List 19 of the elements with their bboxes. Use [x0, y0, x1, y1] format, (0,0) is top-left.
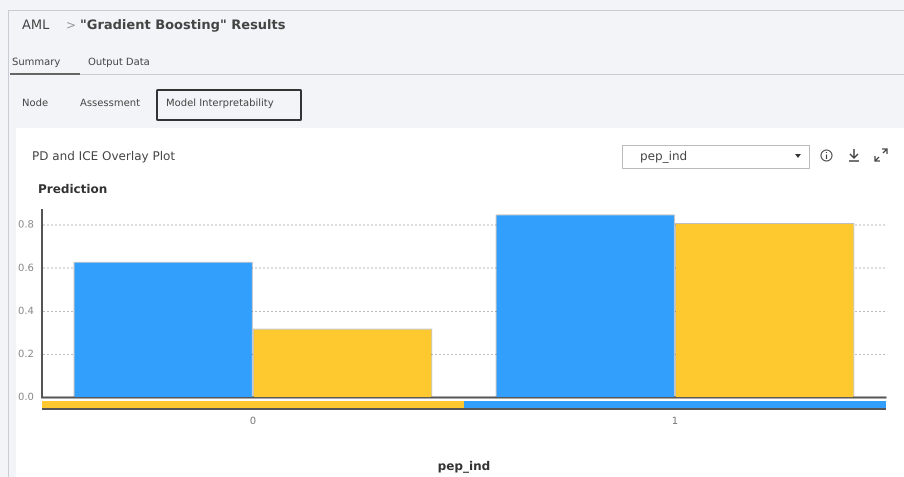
- text: Output Data: [88, 57, 150, 68]
- x-tick-label: 0: [250, 416, 256, 428]
- text: Assessment: [80, 98, 140, 109]
- text: Node: [22, 98, 48, 109]
- y-tick-label: 0.8: [18, 220, 34, 231]
- chart-title: PD and ICE Overlay Plot: [32, 149, 176, 163]
- text: Summary: [12, 57, 60, 68]
- text: >: [66, 18, 76, 32]
- y-tick-label: 0.6: [18, 262, 34, 274]
- y-tick-label: 0.4: [18, 306, 34, 317]
- y-axis-title: Prediction: [38, 182, 108, 196]
- y-tick-label: 0.0: [18, 392, 34, 404]
- x-axis-title: pep_ind: [438, 458, 490, 473]
- x-tick-label: 1: [672, 416, 678, 428]
- text: AML: [22, 18, 50, 33]
- text: Model Interpretability: [166, 98, 274, 109]
- text: pep_ind: [640, 149, 688, 163]
- y-tick-label: 0.2: [18, 349, 34, 360]
- text: "Gradient Boosting" Results: [80, 18, 286, 33]
